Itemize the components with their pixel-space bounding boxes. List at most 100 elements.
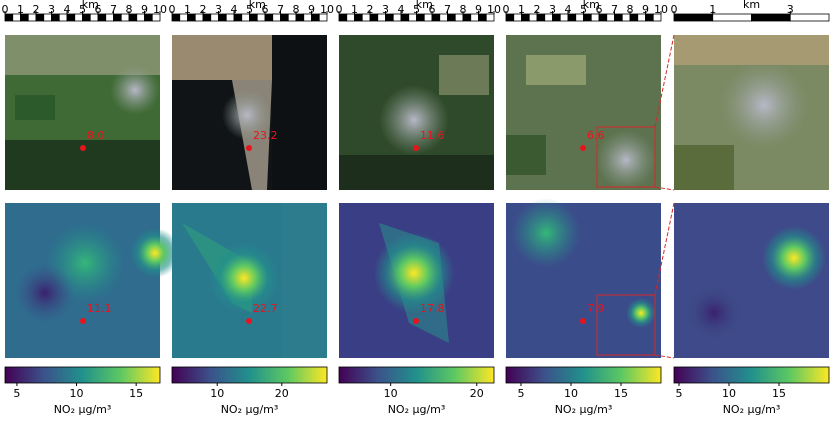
scalebar-segment	[485, 13, 495, 22]
satellite-image: 8.0	[5, 35, 160, 190]
station-value: 6.6	[587, 129, 605, 142]
station-dot	[80, 318, 86, 324]
scalebar-label: 5	[580, 3, 587, 16]
colorbar-tick-label: 10	[384, 387, 398, 400]
scalebar-label: 1	[184, 3, 191, 16]
station-value: 22.7	[253, 302, 278, 315]
colorbar-label: NO₂ μg/m³	[555, 403, 613, 416]
colorbar-tick-label: 20	[470, 387, 484, 400]
scalebar-label: 1	[17, 3, 24, 16]
scalebar-label: 7	[444, 3, 451, 16]
no2-plume	[762, 226, 826, 290]
zoom-box	[596, 126, 656, 188]
colorbar-tick-label: 15	[772, 387, 786, 400]
land-cover	[719, 60, 809, 150]
scalebar-segment	[318, 13, 328, 22]
scalebar-label: 0	[2, 3, 9, 16]
scalebar-label: 2	[534, 3, 541, 16]
scalebar-unit: km	[416, 0, 433, 11]
zoom-line	[654, 354, 675, 359]
scalebar-label: 9	[308, 3, 315, 16]
scalebar-label: 5	[413, 3, 420, 16]
land-cover	[15, 95, 55, 120]
scalebar-label: 4	[64, 3, 71, 16]
colorbar-tick-label: 5	[518, 387, 525, 400]
land-cover	[339, 155, 494, 190]
scalebar-label: 4	[398, 3, 405, 16]
scalebar-label: 6	[596, 3, 603, 16]
station-dot	[246, 318, 252, 324]
scalebar-label: 8	[460, 3, 467, 16]
colorbar-tick-label: 10	[722, 387, 736, 400]
scalebar-label: 2	[33, 3, 40, 16]
scalebar-label: 10	[320, 3, 334, 16]
scalebar-label: 4	[231, 3, 238, 16]
scalebar-label: 8	[126, 3, 133, 16]
scalebar-label: 9	[141, 3, 148, 16]
scalebar-label: 0	[503, 3, 510, 16]
scalebar-label: 10	[153, 3, 167, 16]
zoom-line	[654, 186, 675, 191]
scalebar-label: 2	[200, 3, 207, 16]
scalebar-label: 3	[549, 3, 556, 16]
scalebar-label: 7	[277, 3, 284, 16]
station-value: 17.8	[420, 302, 445, 315]
colorbar-label: NO₂ μg/m³	[221, 403, 279, 416]
scalebar-label: 0	[336, 3, 343, 16]
station-value: 11.1	[87, 302, 112, 315]
colorbar	[673, 366, 830, 384]
scalebar-unit: km	[82, 0, 99, 11]
colorbar	[505, 366, 662, 384]
scalebar-unit: km	[743, 0, 760, 11]
colorbar-tick-label: 5	[676, 387, 683, 400]
station-value: 11.6	[420, 129, 445, 142]
scalebar-unit: km	[583, 0, 600, 11]
station-value: 8.0	[87, 129, 105, 142]
scalebar-label: 5	[79, 3, 86, 16]
scalebar-label: 3	[48, 3, 55, 16]
scalebar-segment	[673, 13, 714, 22]
scalebar-label: 9	[475, 3, 482, 16]
scalebar-label: 2	[367, 3, 374, 16]
no2-map: 17.8	[339, 203, 494, 358]
station-dot	[80, 145, 86, 151]
scalebar-label: 6	[262, 3, 269, 16]
colorbar-tick-label: 15	[129, 387, 143, 400]
satellite-image: 6.6	[506, 35, 661, 190]
colorbar-tick-label: 5	[13, 387, 20, 400]
land-cover	[222, 90, 272, 140]
colorbar	[171, 366, 328, 384]
no2-plume	[209, 243, 279, 313]
scalebar-label: 6	[95, 3, 102, 16]
station-value: 7.9	[587, 302, 605, 315]
no2-map: 7.9	[506, 198, 661, 358]
colorbar-tick-label: 10	[70, 387, 84, 400]
station-dot	[413, 145, 419, 151]
colorbar-label: NO₂ μg/m³	[388, 403, 446, 416]
scalebar-label: 0	[671, 3, 678, 16]
no2-plume	[130, 228, 180, 278]
scalebar-label: 6	[429, 3, 436, 16]
land-cover	[596, 130, 656, 190]
scalebar-label: 10	[487, 3, 501, 16]
scalebar-label: 1	[351, 3, 358, 16]
scalebar-label: 3	[787, 3, 794, 16]
zoom-line	[654, 34, 675, 128]
no2-map: 22.7	[172, 203, 327, 358]
scalebar-label: 1	[709, 3, 716, 16]
land-cover	[379, 85, 449, 155]
scalebar-label: 5	[246, 3, 253, 16]
no2-map: 11.1	[5, 203, 180, 358]
scalebar-label: 8	[627, 3, 634, 16]
scalebar-label: 0	[169, 3, 176, 16]
satellite-image: 23.2	[172, 35, 327, 190]
no2-plume	[15, 263, 75, 323]
scalebar-segment	[151, 13, 161, 22]
land-cover	[526, 55, 586, 85]
station-dot	[580, 145, 586, 151]
land-cover	[674, 35, 829, 65]
scalebar-segment	[712, 13, 752, 22]
colorbar-tick-label: 10	[210, 387, 224, 400]
